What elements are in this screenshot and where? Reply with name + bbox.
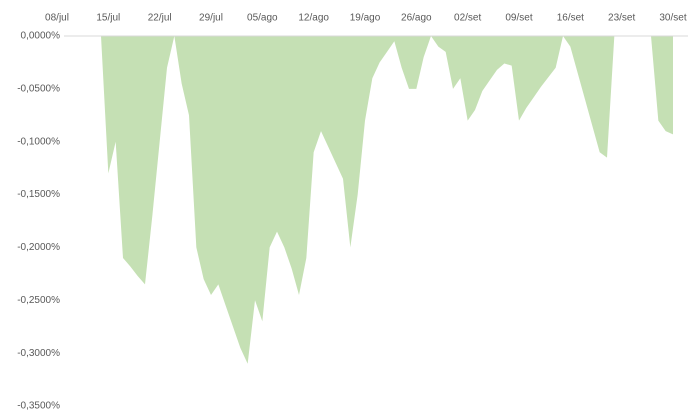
y-tick-label: 0,0000% <box>21 31 61 42</box>
y-tick-label: -0,2500% <box>17 295 60 306</box>
x-tick-label: 29/jul <box>199 13 223 24</box>
x-tick-label: 19/ago <box>350 13 381 24</box>
y-tick-label: -0,0500% <box>17 83 60 94</box>
x-tick-label: 23/set <box>608 13 635 24</box>
x-tick-label: 26/ago <box>401 13 432 24</box>
x-tick-label: 22/jul <box>148 13 172 24</box>
y-tick-label: -0,1500% <box>17 189 60 200</box>
x-tick-label: 02/set <box>454 13 481 24</box>
x-tick-label: 16/set <box>557 13 584 24</box>
x-tick-label: 15/jul <box>96 13 120 24</box>
x-tick-label: 12/ago <box>298 13 329 24</box>
area <box>57 36 673 364</box>
y-tick-label: -0,3000% <box>17 348 60 359</box>
x-tick-label: 30/set <box>659 13 686 24</box>
x-tick-label: 05/ago <box>247 13 278 24</box>
y-tick-label: -0,1000% <box>17 136 60 147</box>
x-tick-label: 09/set <box>505 13 532 24</box>
y-tick-label: -0,2000% <box>17 242 60 253</box>
y-tick-label: -0,3500% <box>17 401 60 411</box>
x-tick-label: 08/jul <box>45 13 69 24</box>
